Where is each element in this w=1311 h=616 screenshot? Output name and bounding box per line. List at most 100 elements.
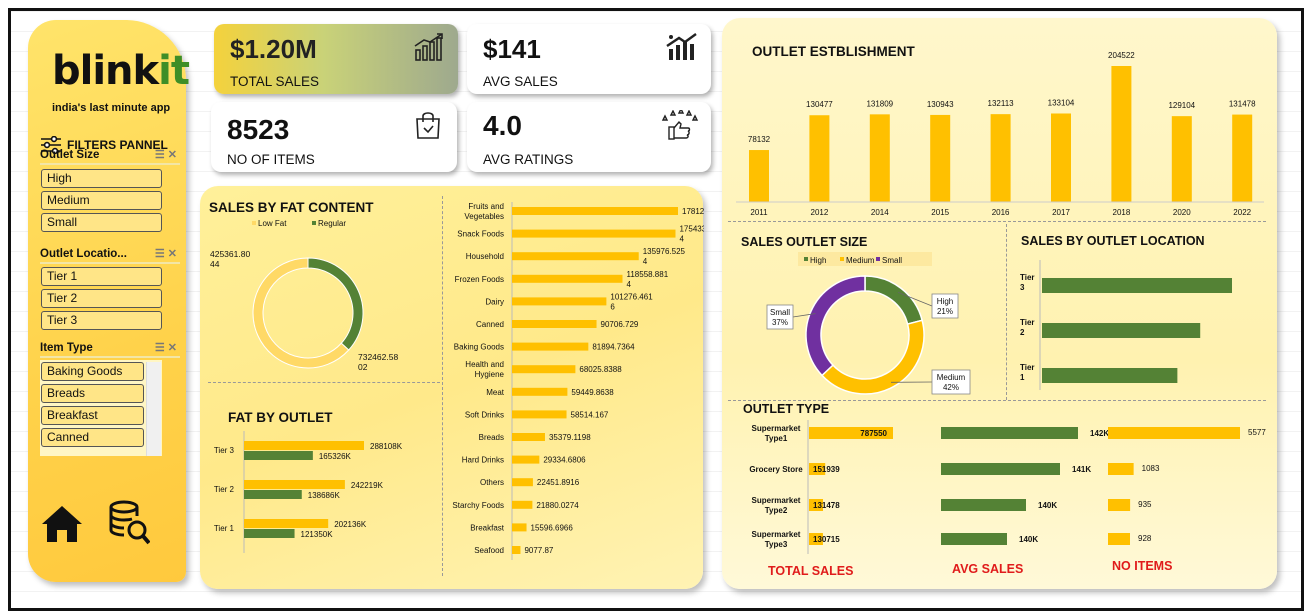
data-label: 178124.081 [682,207,704,216]
multiselect-clear-icons[interactable]: ☰✕ [154,248,180,260]
tick-label: Tier 2 [214,485,235,494]
outlet-location-chart: Tier 3 Tier 2 Tier 1 [1020,260,1232,390]
data-label: High 21% [937,297,953,316]
data-label: 242219K [351,481,384,490]
slicer-item-breads[interactable]: Breads [41,384,144,403]
legend-label: Medium [846,256,875,265]
slicer-item-breakfast[interactable]: Breakfast [41,406,144,425]
multiselect-clear-icons[interactable]: ☰✕ [154,342,180,354]
bar [1108,427,1240,439]
tick-label: Supermarket Type3 [752,530,801,549]
data-label: Medium 42% [937,373,966,392]
bar [244,480,345,489]
data-label: 9077.87 [524,546,553,555]
tick-label: Supermarket Type2 [752,496,801,515]
avg-sales-value: $141 [483,34,541,64]
bar [512,410,567,419]
tick-label: 2022 [1233,208,1251,217]
kpi-no-items: 8523 NO OF ITEMS [211,102,457,172]
tick-label: Household [466,252,504,261]
bar [244,529,295,538]
bar [244,451,313,460]
bar [512,478,533,487]
tick-label: Tier 3 [1020,273,1035,292]
tick-label: Soft Drinks [465,410,504,419]
data-label: 928 [1138,534,1152,543]
data-label: 165326K [319,452,352,461]
outlet-size-slicer-title: Outlet Size ☰✕ [40,148,180,165]
bar [512,365,576,374]
bar [941,499,1026,511]
bar [1171,116,1192,202]
home-icon[interactable] [40,504,84,544]
donut-slice [820,319,925,395]
panel-divider [208,382,440,383]
bar [941,463,1060,475]
data-label: 130715 [813,535,840,544]
slicer-outlet-size-medium[interactable]: Medium [41,191,162,210]
bar [809,115,830,202]
data-label: 140K [1019,535,1038,544]
bar [512,274,623,283]
legend-label: Low Fat [258,219,287,228]
bar [809,533,823,545]
growth-chart-icon [414,33,443,61]
tick-label: 2016 [992,208,1010,217]
slicer-item-canned[interactable]: Canned [41,428,144,447]
data-label: 732462.58 02 [358,352,398,372]
tick-label: Grocery Store [749,465,803,474]
slicer-location-tier3[interactable]: Tier 3 [41,311,162,330]
donut-slice [252,257,350,369]
tick-label: Seafood [474,546,504,555]
legend-swatch [252,221,256,225]
tick-label: Tier 2 [1020,318,1035,337]
label-box [766,304,794,330]
donut-slice [307,257,364,351]
data-label: 121350K [301,530,334,539]
legend-swatch [312,221,316,225]
kpi-total-sales: $1.20M TOTAL SALES [214,24,458,94]
bar [512,229,676,238]
bar [1111,66,1132,202]
tick-label: 2014 [871,208,889,217]
database-search-icon[interactable] [108,500,150,546]
tick-label: Dairy [485,297,504,306]
data-label: 5577 [1248,428,1266,437]
item-type-slicer-title: Item Type ☰✕ [40,341,180,358]
bar [512,252,639,261]
leader-line [897,291,933,307]
slicer-outlet-size-high[interactable]: High [41,169,162,188]
brand-logo: blinkit [52,48,190,94]
tick-label: 2017 [1052,208,1070,217]
bar [512,207,678,215]
outlet-size-chart: High Medium Small High 21% Medium 42% Small 37% [766,252,971,395]
tick-label: 2015 [931,208,949,217]
multiselect-clear-icons[interactable]: ☰✕ [154,149,180,161]
kpi-avg-ratings: 4.0 AVG RATINGS [467,102,711,172]
data-label: 131478 [813,501,840,510]
bar [1051,113,1071,202]
legend-label: High [810,256,826,265]
bar [512,500,533,509]
filters-title: FILTERS PANNEL [67,138,168,152]
slicer-location-tier1[interactable]: Tier 1 [41,267,162,286]
donut-slice [805,275,866,377]
bar [512,433,545,441]
data-label: 175433.9224 [679,225,704,244]
item-type-scrollbar[interactable] [146,362,161,456]
data-label: 142K [1090,429,1109,438]
data-label: 35379.1198 [549,433,591,442]
slicer-location-tier2[interactable]: Tier 2 [41,289,162,308]
bar [1042,368,1178,383]
data-label: 59449.8638 [571,388,614,397]
fat-by-outlet-title: FAT BY OUTLET [228,410,333,425]
slicer-item-baking-goods[interactable]: Baking Goods [41,362,144,381]
tick-label: Meat [486,388,505,397]
data-label: 22451.8916 [537,478,580,487]
data-label: Small 37% [770,308,790,327]
label-box [931,293,959,319]
thumbs-up-stars-icon [661,110,699,140]
slicer-outlet-size-small[interactable]: Small [41,213,162,232]
establishment-title: OUTLET ESTBLISHMENT [752,44,915,59]
data-label: 935 [1138,500,1152,509]
